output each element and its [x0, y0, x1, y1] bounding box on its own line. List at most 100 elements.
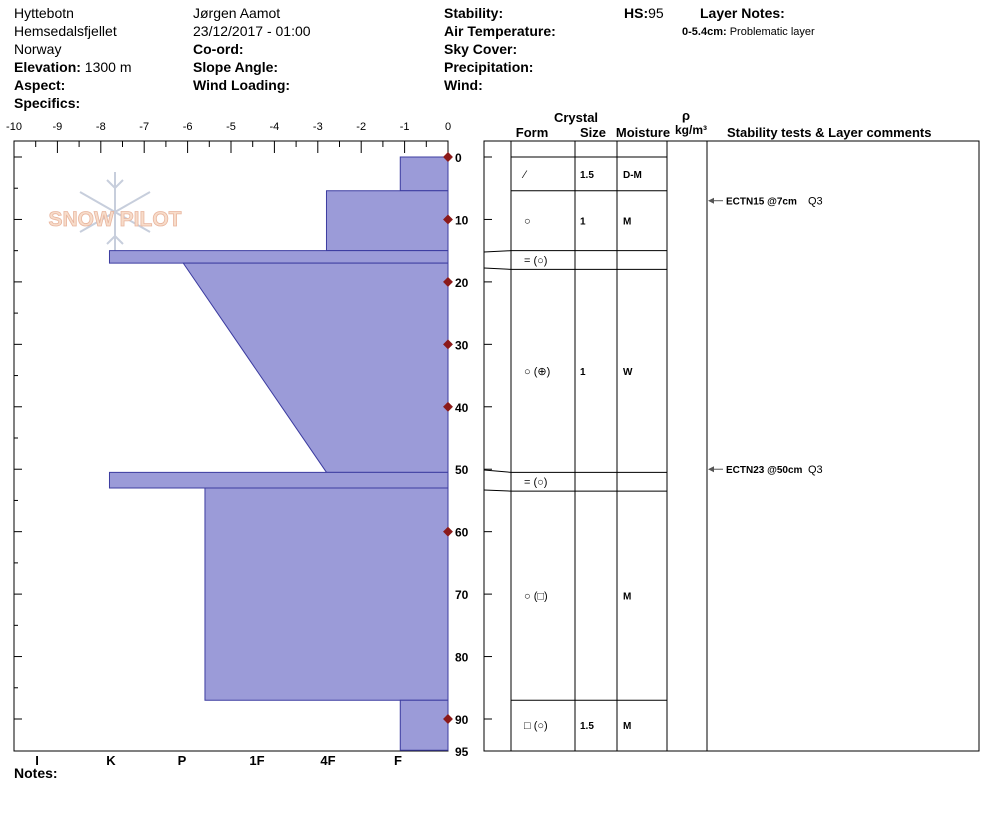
elevation-row: Elevation: 1300 m — [14, 58, 132, 76]
hardness-tick-label: 4F — [320, 753, 335, 768]
layer-size: 1.5 — [580, 721, 594, 732]
snowflake-icon — [79, 172, 151, 252]
depth-tick-label: 90 — [455, 713, 469, 727]
stability-test-arrowhead — [708, 466, 714, 473]
stability-test-label: ECTN15 @7cm — [726, 197, 797, 208]
layer-moisture: M — [623, 217, 631, 228]
slope-angle-label: Slope Angle: — [193, 59, 279, 75]
temperature-point — [443, 526, 453, 537]
layer-moisture: M — [623, 721, 631, 732]
specifics-label: Specifics: — [14, 95, 81, 111]
layer-note-range: 0-5.4cm: — [682, 26, 727, 38]
layers-table-frame — [483, 140, 980, 752]
layer-form: ⁄ — [521, 169, 528, 181]
layer-moisture: M — [623, 592, 631, 603]
observation-datetime: 23/12/2017 - 01:00 — [193, 23, 311, 39]
depth-tick-label: 20 — [455, 276, 469, 290]
depth-tick-label: 10 — [455, 213, 469, 227]
hardness-segment — [399, 156, 449, 192]
rho-header: ρ — [682, 108, 690, 123]
elevation-value: 1300 m — [84, 59, 132, 75]
temp-tick-label: -2 — [356, 121, 366, 133]
temperature-point — [443, 401, 453, 412]
temp-tick-label: -7 — [139, 121, 149, 133]
hardness-axis: I K P 1F 4F F — [35, 753, 402, 768]
stability-test-arrowhead — [708, 197, 714, 204]
logo-text: SNOW PILOT — [49, 208, 182, 231]
coord-label: Co-ord: — [193, 41, 244, 57]
notes-label: Notes: — [14, 765, 58, 781]
layer-connector — [483, 267, 512, 270]
depth-tick-label: 50 — [455, 463, 469, 477]
temperature-point — [443, 339, 453, 350]
stability-label: Stability: — [444, 5, 504, 21]
depth-tick-label: 70 — [455, 588, 469, 602]
precipitation-label: Precipitation: — [444, 59, 534, 75]
stability-test-quality: Q3 — [808, 464, 823, 476]
temperature-points — [443, 152, 453, 724]
air-temperature-label: Air Temperature: — [444, 23, 556, 39]
crystal-header: Crystal — [554, 110, 598, 125]
layer-moisture: W — [623, 367, 633, 378]
size-header: Size — [580, 125, 606, 140]
depth-tick-label: 40 — [455, 401, 469, 415]
stability-tests-header: Stability tests & Layer comments — [727, 125, 931, 140]
observer-name: Jørgen Aamot — [193, 5, 281, 21]
temp-tick-label: -4 — [270, 121, 280, 133]
temp-tick-label: -10 — [6, 121, 22, 133]
depth-tick-label: 0 — [455, 151, 462, 165]
temp-tick-label: 0 — [445, 121, 451, 133]
temp-tick-label: -8 — [96, 121, 106, 133]
layer-rows: ⁄ 1.5 D-M ○ 1 M = (○) ○ (⊕) 1 W = (○) ○ (□) M □ (○) 1.… — [483, 156, 667, 732]
layer-form: = (○) — [524, 255, 547, 267]
layer-form: = (○) — [524, 477, 547, 489]
wind-label: Wind: — [444, 77, 483, 93]
hardness-segment — [108, 471, 449, 489]
sky-cover-label: Sky Cover: — [444, 41, 518, 57]
elevation-label: Elevation: — [14, 59, 81, 75]
site-name: Hyttebotn — [14, 5, 74, 21]
temperature-point — [443, 276, 453, 287]
snowpilot-logo: SNOW PILOT — [48, 172, 182, 252]
hardness-tick-label: I — [35, 753, 39, 768]
hardness-tick-label: 1F — [249, 753, 264, 768]
hardness-segment — [325, 190, 449, 252]
temperature-point — [443, 152, 453, 162]
layer-moisture: D-M — [623, 170, 642, 181]
layer-connector — [483, 489, 512, 492]
moisture-header: Moisture — [616, 125, 670, 140]
hardness-tick-label: K — [106, 753, 116, 768]
depth-tick-label: 60 — [455, 526, 469, 540]
hardness-segment — [182, 262, 449, 473]
hardness-segment — [204, 487, 449, 701]
stability-test-quality: Q3 — [808, 196, 823, 208]
temp-tick-label: -6 — [183, 121, 193, 133]
layer-size: 1 — [580, 367, 586, 378]
layer-connector — [483, 469, 512, 473]
layer-form: ○ (⊕) — [524, 366, 550, 378]
layer-size: 1.5 — [580, 170, 594, 181]
temp-tick-label: -9 — [53, 121, 63, 133]
hs-value: 95 — [648, 5, 664, 21]
depth-axis: 0 10 20 30 40 50 60 70 80 90 95 — [14, 151, 492, 759]
layer-connector — [483, 250, 512, 253]
depth-tick-label: 95 — [455, 745, 469, 759]
layer-notes-label: Layer Notes: — [700, 5, 785, 21]
aspect-label: Aspect: — [14, 77, 66, 93]
layer-note-text: Problematic layer — [729, 26, 815, 38]
region-name: Hemsedalsfjellet — [14, 23, 117, 39]
hardness-segment — [108, 250, 449, 264]
hs-label: HS: — [624, 5, 649, 21]
layer-form: □ (○) — [524, 720, 548, 732]
wind-loading-label: Wind Loading: — [193, 77, 291, 93]
layer-form: ○ — [524, 216, 531, 228]
hardness-tick-label: P — [178, 753, 187, 768]
hardness-tick-label: F — [394, 753, 402, 768]
hardness-profile — [108, 156, 449, 751]
density-unit-header: kg/m³ — [675, 123, 707, 137]
hs-row: HS:95 — [624, 4, 664, 22]
country-name: Norway — [14, 41, 62, 57]
temperature-axis: -10 -9 -8 -7 -6 -5 -4 -3 -2 -1 0 — [6, 121, 451, 153]
temperature-point — [443, 714, 453, 724]
